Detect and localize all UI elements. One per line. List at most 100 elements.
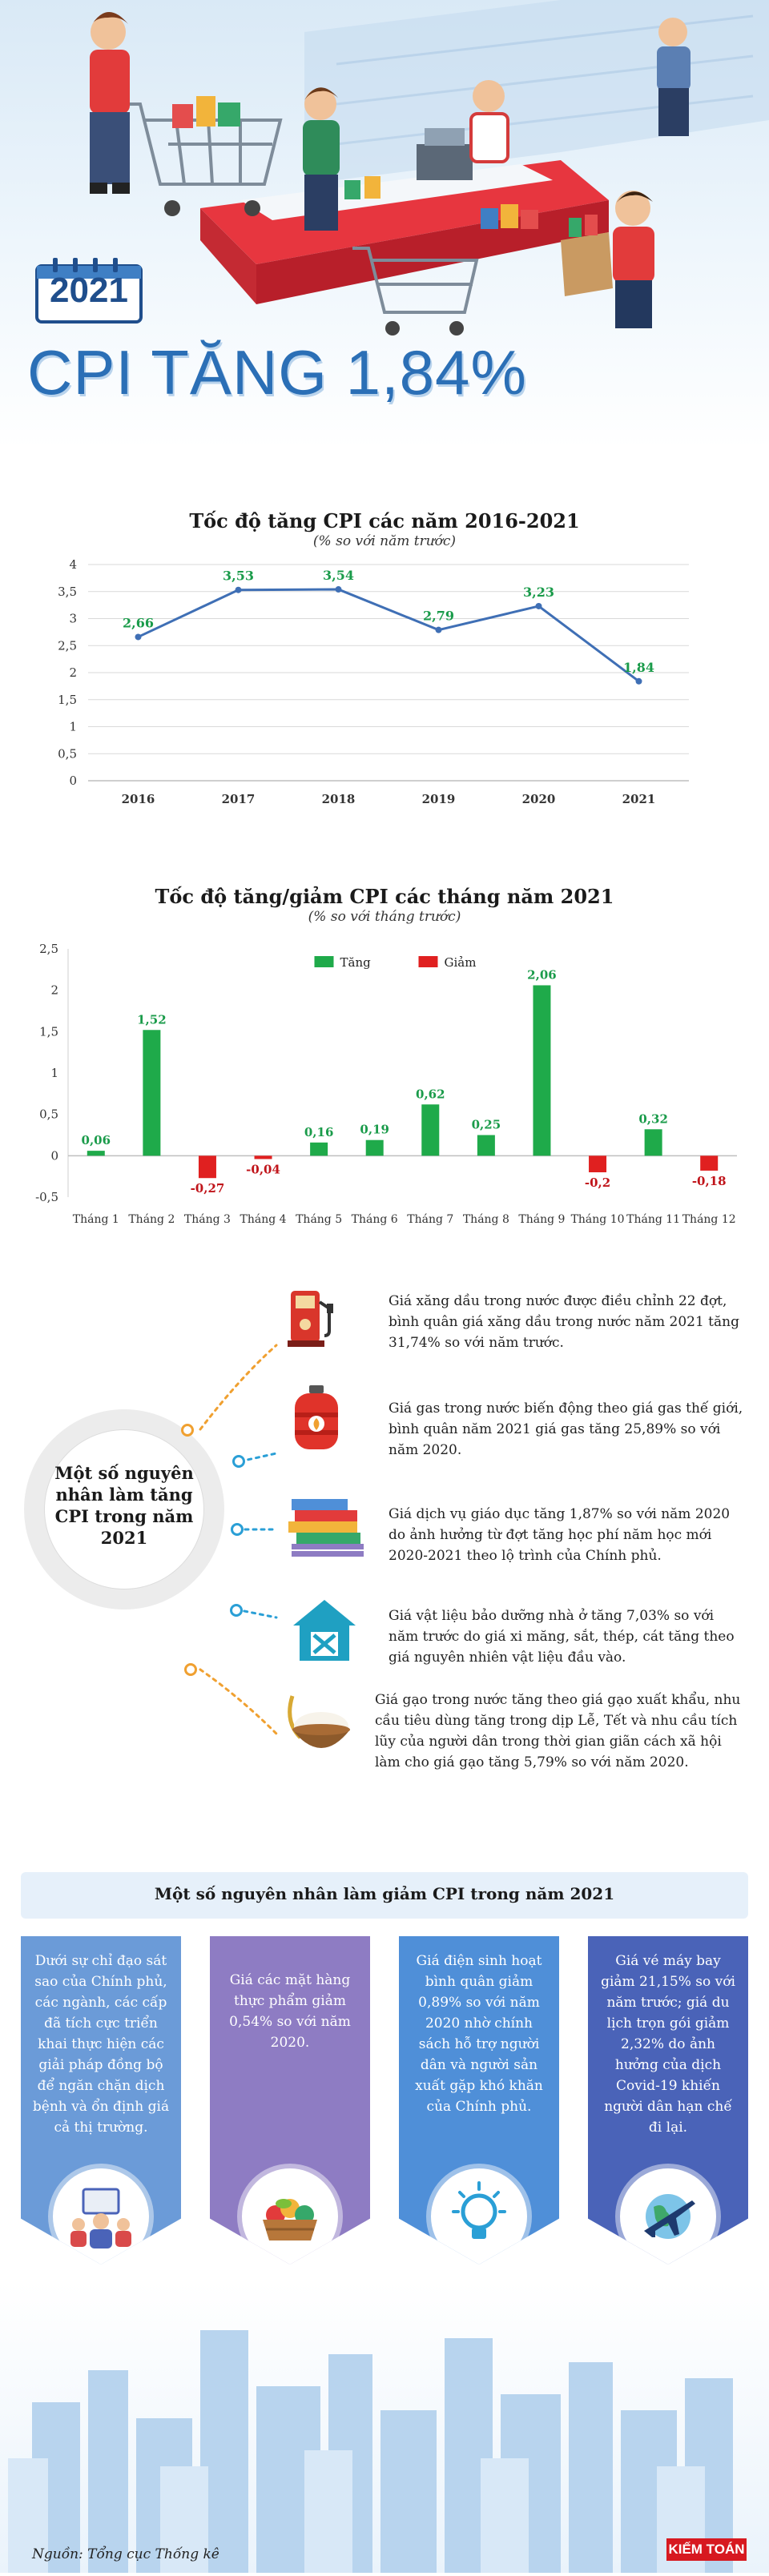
x-tick-label: Tháng 12 — [682, 1213, 736, 1226]
y-tick-label: 3 — [69, 612, 77, 626]
y-tick-label: 0,5 — [58, 746, 77, 761]
x-tick-label: Tháng 6 — [352, 1213, 398, 1226]
y-tick-label: 3,5 — [58, 585, 77, 599]
city-skyline-illustration — [8, 2330, 733, 2573]
bar — [198, 1155, 216, 1179]
government-meeting-icon — [70, 2188, 131, 2248]
series-line — [137, 588, 640, 682]
y-tick-label: 1,5 — [58, 693, 77, 707]
decrease-cause-3: Giá điện sinh hoạt bình quân giảm 0,89% … — [415, 1953, 543, 2115]
data-label: -0,18 — [692, 1174, 727, 1188]
books-icon — [288, 1499, 364, 1557]
data-label: 0,32 — [638, 1111, 668, 1126]
data-label: 2,06 — [527, 967, 557, 982]
bar — [421, 1104, 440, 1156]
house-tools-icon — [293, 1600, 356, 1661]
x-tick-label: Tháng 5 — [296, 1213, 342, 1226]
legend-label-up: Tăng — [340, 955, 372, 970]
data-label: 2,79 — [423, 609, 454, 624]
y-tick-label: 1 — [50, 1066, 58, 1080]
chart2-title: Tốc độ tăng/giảm CPI các tháng năm 2021 — [155, 885, 614, 908]
data-label: 0,06 — [82, 1133, 111, 1147]
y-tick-label: 2,5 — [39, 942, 58, 956]
legend-swatch-up — [314, 956, 334, 967]
decrease-cause-card-4: Giá vé máy bay giảm 21,15% so với năm tr… — [588, 1936, 748, 2265]
calendar-year: 2021 — [50, 271, 128, 310]
increase-cause-2: Giá gas trong nước biến động theo giá ga… — [389, 1401, 743, 1458]
bar — [700, 1155, 719, 1171]
decrease-cause-2: Giá các mặt hàng thực phẩm giảm 0,54% so… — [229, 1972, 351, 2051]
decrease-cause-card-2: Giá các mặt hàng thực phẩm giảm 0,54% so… — [210, 1936, 370, 2265]
badge — [431, 2168, 527, 2265]
decrease-cause-card-3: Giá điện sinh hoạt bình quân giảm 0,89% … — [399, 1936, 559, 2265]
bar — [365, 1139, 384, 1156]
x-tick-label: 2020 — [522, 792, 556, 806]
data-point — [535, 602, 542, 609]
chart1-subtitle: (% so với năm trước) — [312, 533, 457, 549]
x-tick-label: Tháng 8 — [463, 1213, 509, 1226]
cpi-yearly-line-chart: 00,511,522,533,542,6620163,5320173,54201… — [58, 557, 689, 806]
y-tick-label: 2 — [69, 665, 77, 680]
bar — [477, 1135, 495, 1156]
y-tick-label: 1 — [69, 720, 77, 734]
y-tick-label: 1,5 — [39, 1024, 58, 1039]
y-tick-label: -0,5 — [35, 1190, 58, 1204]
data-label: 0,19 — [360, 1123, 389, 1137]
connector-dot — [231, 1523, 244, 1536]
light-bulb-icon — [452, 2181, 506, 2239]
increase-circle-inner — [45, 1430, 203, 1589]
x-tick-label: Tháng 4 — [240, 1213, 287, 1226]
data-point — [135, 633, 142, 641]
x-tick-label: 2019 — [422, 792, 456, 806]
bar — [589, 1155, 607, 1172]
x-tick-label: 2016 — [122, 792, 155, 806]
badge — [620, 2168, 716, 2265]
legend-label-down: Giảm — [445, 955, 477, 970]
badge — [242, 2168, 338, 2265]
x-tick-label: Tháng 11 — [626, 1213, 680, 1226]
rice-bowl-icon — [288, 1695, 350, 1748]
city-skyline-footer — [0, 2282, 769, 2573]
increase-cause-5: Giá gạo trong nước tăng theo giá gạo xuấ… — [375, 1692, 741, 1770]
data-label: 0,62 — [416, 1087, 445, 1101]
hero-banner: 2021 CPI TĂNG 1,84% — [0, 0, 769, 448]
data-label: 1,84 — [623, 660, 654, 675]
data-label: 2,66 — [123, 615, 154, 630]
data-point — [635, 677, 642, 685]
chart2-subtitle: (% so với tháng trước) — [308, 909, 461, 925]
source-note: Nguồn: Tổng cục Thống kê — [32, 2546, 219, 2562]
data-label: 0,16 — [304, 1125, 334, 1139]
data-label: -0,27 — [191, 1181, 225, 1196]
y-tick-label: 4 — [69, 557, 77, 572]
x-tick-label: Tháng 2 — [128, 1213, 175, 1226]
bar — [310, 1142, 328, 1156]
gas-cylinder-icon — [295, 1385, 338, 1449]
cause-connectors — [199, 1344, 278, 1735]
decrease-title-bar — [21, 1872, 748, 1919]
supermarket-illustration — [90, 0, 769, 336]
y-tick-label: 2,5 — [58, 638, 77, 653]
y-tick-label: 0 — [69, 774, 77, 788]
data-label: 3,54 — [323, 568, 354, 583]
increase-cause-4: Giá vật liệu bảo dưỡng nhà ở tăng 7,03% … — [389, 1608, 735, 1666]
increase-cause-1: Giá xăng dầu trong nước được điều chỉnh … — [389, 1293, 739, 1351]
calendar-icon — [35, 258, 143, 324]
connector-dot — [232, 1455, 245, 1468]
increase-cause-3: Giá dịch vụ giáo dục tăng 1,87% so với n… — [389, 1506, 731, 1564]
connector-dot — [181, 1424, 194, 1437]
x-tick-label: Tháng 10 — [571, 1213, 625, 1226]
data-label: 1,52 — [137, 1012, 167, 1027]
connector-dot — [230, 1604, 243, 1617]
legend-swatch-down — [418, 956, 438, 967]
headline: CPI TĂNG 1,84% — [27, 337, 527, 408]
data-label: 3,23 — [523, 585, 554, 600]
bar — [143, 1030, 161, 1156]
data-label: 3,53 — [223, 569, 254, 584]
bar — [87, 1151, 105, 1156]
badge — [53, 2168, 149, 2265]
data-point — [335, 586, 342, 593]
data-label: -0,2 — [585, 1175, 610, 1190]
x-tick-label: 2018 — [322, 792, 356, 806]
bar — [644, 1129, 662, 1156]
